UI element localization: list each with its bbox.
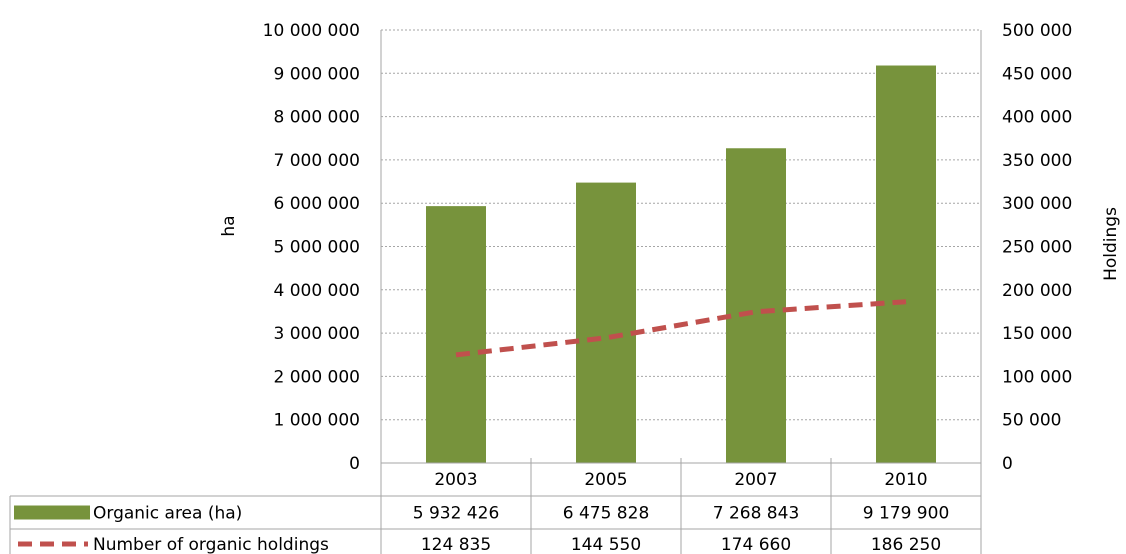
right-tick-label: 450 000 [1002,64,1072,84]
left-tick-label: 0 [349,454,360,474]
left-tick-label: 5 000 000 [273,238,360,258]
bar [726,148,786,463]
left-tick-label: 6 000 000 [273,194,360,214]
left-tick-label: 2 000 000 [273,367,360,387]
left-tick-label: 10 000 000 [263,21,360,41]
left-tick-label: 1 000 000 [273,411,360,431]
left-axis-label: ha [219,215,239,236]
axes [380,30,982,554]
data-table: 2003 2005 2007 2010 Organic area (ha) 5 932 4… [9,470,981,554]
right-tick-label: 100 000 [1002,367,1072,387]
right-tick-label: 350 000 [1002,151,1072,171]
bar-series [426,65,936,464]
table-cell: 7 268 843 [713,504,800,524]
left-tick-label: 4 000 000 [273,281,360,301]
line-series [455,299,907,358]
right-tick-label: 400 000 [1002,108,1072,128]
table-cell: 186 250 [871,535,941,554]
right-tick-label: 200 000 [1002,281,1072,301]
bar [426,206,486,463]
table-cell: 144 550 [571,535,641,554]
category-label: 2007 [734,470,777,490]
table-cell: 174 660 [721,535,791,554]
category-label: 2003 [434,470,477,490]
table-cell: 6 475 828 [563,504,650,524]
right-axis-label: Holdings [1101,207,1121,281]
bar [576,182,636,463]
legend-label: Organic area (ha) [93,504,242,524]
left-tick-label: 7 000 000 [273,151,360,171]
left-tick-labels: 0 1 000 000 2 000 000 3 000 000 4 000 000 5 0… [263,21,360,474]
category-label: 2010 [884,470,927,490]
left-tick-label: 3 000 000 [273,324,360,344]
left-tick-label: 8 000 000 [273,108,360,128]
right-tick-label: 50 000 [1002,411,1061,431]
legend-label: Number of organic holdings [93,535,329,554]
right-tick-label: 0 [1002,454,1013,474]
table-cell: 5 932 426 [413,504,500,524]
table-cell: 9 179 900 [863,504,950,524]
right-tick-labels: 0 50 000 100 000 150 000 200 000 250 000 300 0… [1002,21,1072,474]
holdings-line [455,299,907,358]
left-tick-label: 9 000 000 [273,64,360,84]
right-tick-label: 500 000 [1002,21,1072,41]
category-label: 2005 [584,470,627,490]
right-tick-label: 300 000 [1002,194,1072,214]
legend-key-bar [14,505,90,520]
right-tick-label: 250 000 [1002,238,1072,258]
right-tick-label: 150 000 [1002,324,1072,344]
table-cell: 124 835 [421,535,491,554]
bar [876,65,936,464]
